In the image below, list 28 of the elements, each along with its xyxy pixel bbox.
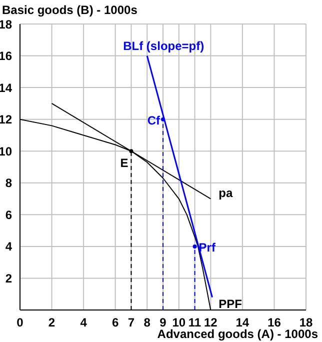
x-tick-label: 16 <box>268 316 282 330</box>
point <box>192 244 197 248</box>
x-tick-label: 14 <box>236 316 250 330</box>
annotation: Prf <box>198 240 216 254</box>
x-tick-label: 12 <box>204 316 218 330</box>
x-tick-label: 8 <box>144 316 151 330</box>
y-axis-title: Basic goods (B) - 1000s <box>2 3 138 17</box>
x-tick-label: 2 <box>48 316 56 330</box>
x-tick-label: 0 <box>16 316 24 330</box>
annotation: Cf <box>147 113 161 128</box>
x-tick-label: 9 <box>160 316 167 330</box>
y-tick-label: 6 <box>5 208 12 222</box>
y-tick-label: 4 <box>5 240 12 254</box>
point <box>161 117 165 122</box>
x-tick-label: 6 <box>112 316 119 330</box>
x-tick-label: 18 <box>299 316 313 330</box>
series-label: pa <box>218 186 233 200</box>
x-tick-label: 11 <box>188 316 202 330</box>
series-label: BLf (slope=pf) <box>123 38 204 53</box>
x-tick-label: 4 <box>80 316 88 330</box>
y-tick-label: 2 <box>5 271 12 286</box>
series-label: PPF <box>218 297 242 311</box>
annotation: E <box>120 156 128 170</box>
x-tick-label: 7 <box>128 316 135 330</box>
x-tick-label: 10 <box>172 316 186 330</box>
x-axis-title: Advanced goods (A) - 1000s <box>157 327 318 341</box>
point <box>129 149 134 154</box>
y-tick-label: 8 <box>5 176 12 190</box>
